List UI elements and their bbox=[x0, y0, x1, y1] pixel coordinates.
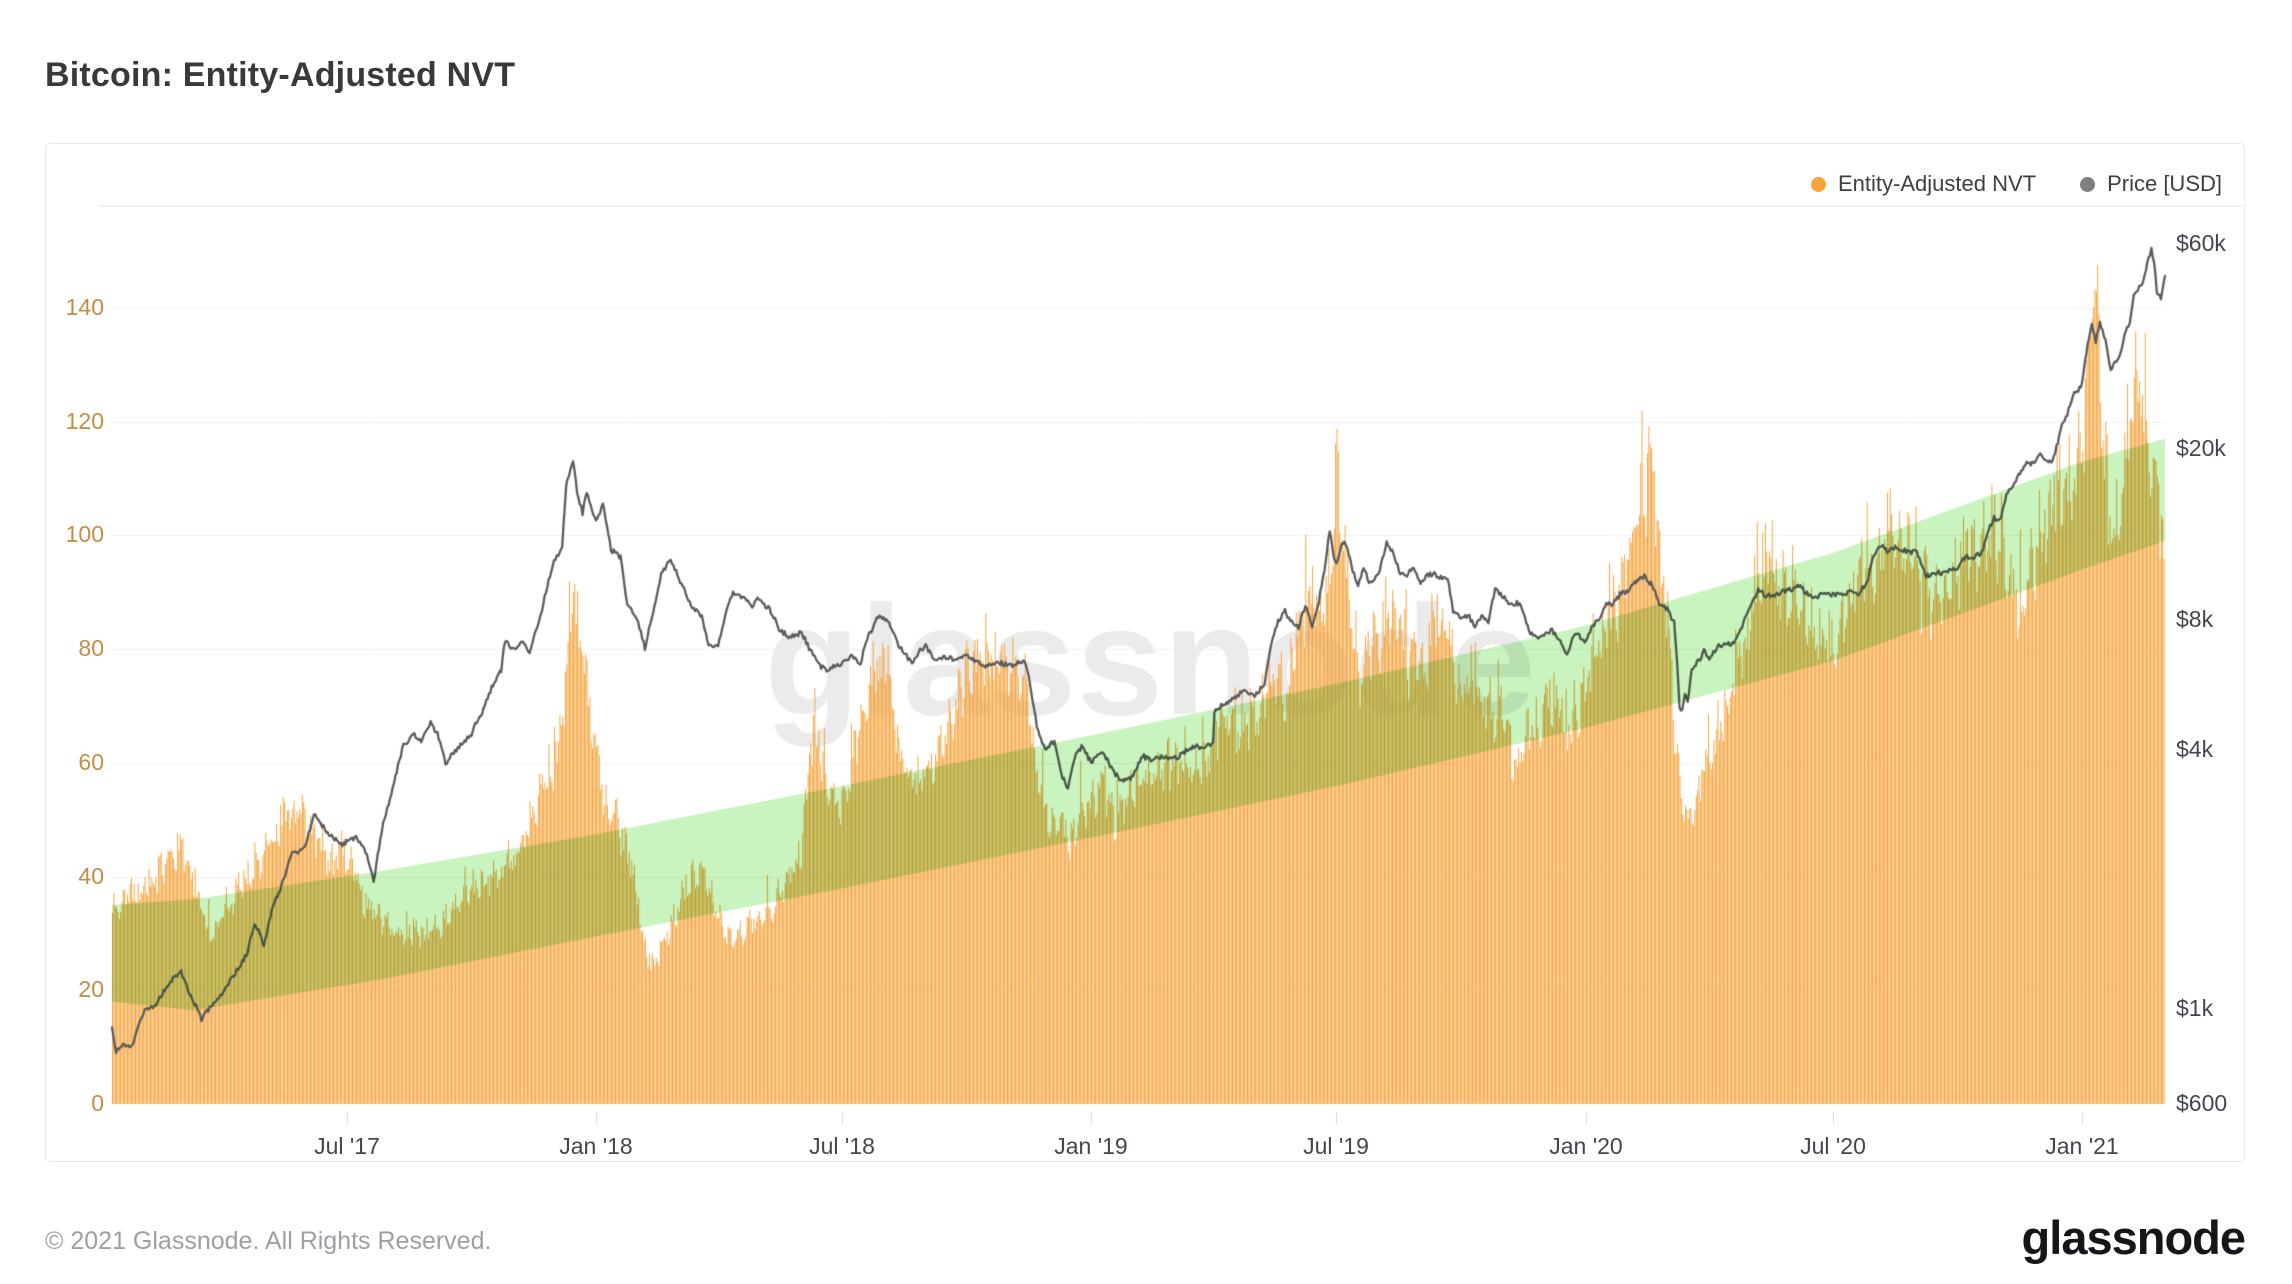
y-left-tick-label: 100 bbox=[65, 521, 104, 547]
glassnode-logo[interactable]: glassnode bbox=[2021, 1211, 2246, 1264]
y-left-tick-label: 80 bbox=[78, 635, 104, 661]
y-right-tick-label: $600 bbox=[2176, 1090, 2228, 1116]
y-right-tick-label: $4k bbox=[2176, 736, 2214, 762]
x-tick-label: Jul '19 bbox=[1303, 1133, 1369, 1159]
legend-item-entity-adjusted-nvt[interactable]: Entity-Adjusted NVT bbox=[1811, 171, 2036, 197]
y-right-tick-label: $60k bbox=[2176, 230, 2226, 256]
legend-label-price: Price [USD] bbox=[2107, 171, 2222, 196]
y-left-tick-label: 40 bbox=[78, 863, 104, 889]
y-right-tick-label: $8k bbox=[2176, 606, 2214, 632]
y-left-tick-label: 60 bbox=[78, 749, 104, 775]
x-tick-label: Jul '20 bbox=[1800, 1133, 1866, 1159]
legend-label-nvt: Entity-Adjusted NVT bbox=[1838, 171, 2037, 196]
x-tick-label: Jan '19 bbox=[1054, 1133, 1128, 1159]
y-right-tick-label: $1k bbox=[2176, 995, 2214, 1021]
legend-item-price-usd[interactable]: Price [USD] bbox=[2080, 171, 2222, 197]
nvt-series-dot-icon bbox=[1811, 176, 1826, 192]
chart-legend: Entity-Adjusted NVT Price [USD] bbox=[1811, 171, 2222, 197]
x-tick-label: Jan '20 bbox=[1549, 1133, 1623, 1159]
x-tick-label: Jan '21 bbox=[2045, 1133, 2119, 1159]
y-left-tick-label: 120 bbox=[65, 408, 104, 434]
y-right-tick-label: $20k bbox=[2176, 435, 2226, 461]
y-left-tick-label: 0 bbox=[91, 1090, 104, 1116]
y-left-tick-label: 140 bbox=[65, 294, 104, 320]
y-left-tick-label: 20 bbox=[78, 976, 104, 1002]
price-series-dot-icon bbox=[2080, 176, 2096, 192]
x-tick-label: Jan '18 bbox=[559, 1133, 633, 1159]
x-tick-label: Jul '18 bbox=[809, 1133, 875, 1159]
copyright-text: © 2021 Glassnode. All Rights Reserved. bbox=[45, 1227, 492, 1255]
x-tick-label: Jul '17 bbox=[314, 1133, 380, 1159]
